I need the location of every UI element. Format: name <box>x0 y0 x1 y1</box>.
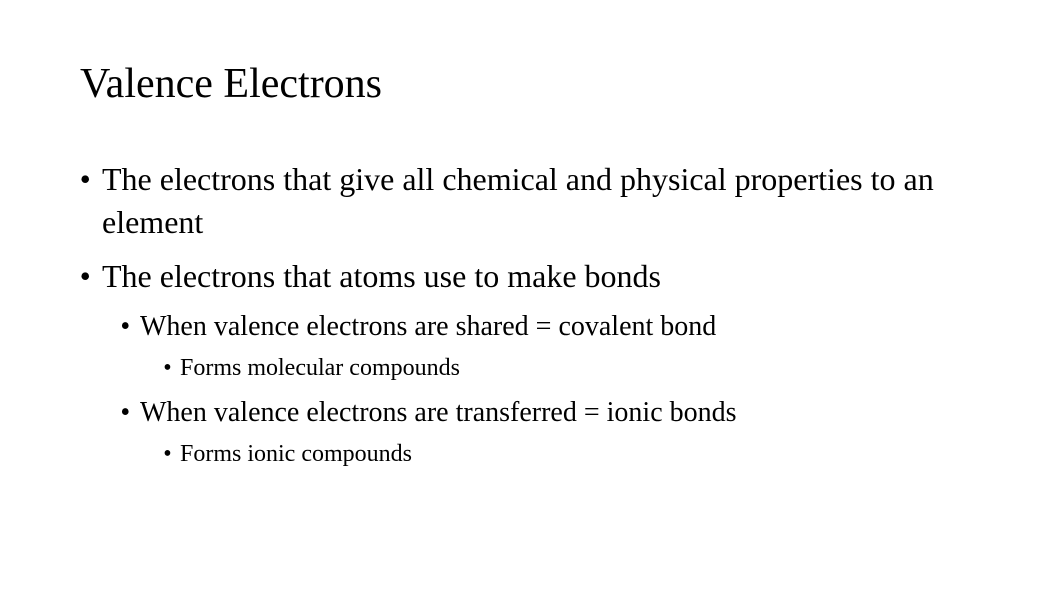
slide: Valence Electrons The electrons that giv… <box>0 0 1062 597</box>
list-item: Forms ionic compounds <box>180 438 982 470</box>
list-item: The electrons that atoms use to make bon… <box>102 255 982 298</box>
slide-title: Valence Electrons <box>80 60 982 108</box>
list-item: When valence electrons are transferred =… <box>140 394 982 432</box>
list-item: When valence electrons are shared = cova… <box>140 308 982 346</box>
list-item: Forms molecular compounds <box>180 352 982 384</box>
bullet-list: The electrons that give all chemical and… <box>80 158 982 470</box>
list-item: The electrons that give all chemical and… <box>102 158 982 244</box>
